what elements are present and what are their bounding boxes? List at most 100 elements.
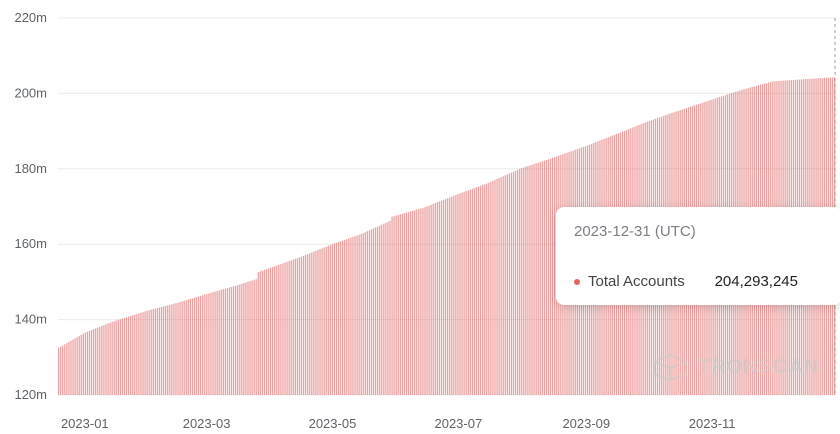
bar[interactable]: [418, 209, 420, 395]
bar[interactable]: [551, 157, 554, 395]
bar[interactable]: [117, 319, 119, 395]
bar[interactable]: [60, 346, 62, 395]
bar[interactable]: [523, 167, 525, 395]
bar[interactable]: [362, 233, 364, 395]
bar[interactable]: [313, 251, 315, 395]
bar[interactable]: [253, 279, 255, 395]
bar[interactable]: [525, 166, 527, 395]
bar[interactable]: [504, 175, 506, 395]
bar[interactable]: [438, 201, 441, 395]
bar[interactable]: [490, 181, 492, 395]
bar[interactable]: [216, 291, 218, 395]
bar[interactable]: [187, 299, 189, 395]
bar[interactable]: [171, 304, 173, 395]
bar[interactable]: [298, 257, 301, 395]
bar[interactable]: [222, 289, 224, 395]
bar[interactable]: [179, 302, 181, 395]
bar[interactable]: [300, 256, 303, 395]
bar[interactable]: [405, 212, 408, 395]
bar[interactable]: [366, 231, 369, 395]
bar[interactable]: [167, 305, 169, 395]
bar[interactable]: [175, 303, 177, 395]
bar[interactable]: [391, 216, 393, 395]
bar[interactable]: [72, 339, 74, 395]
bar[interactable]: [516, 169, 519, 395]
bar[interactable]: [173, 303, 175, 395]
bar[interactable]: [374, 227, 377, 395]
bar[interactable]: [195, 297, 198, 395]
bar[interactable]: [440, 200, 443, 395]
bar[interactable]: [101, 325, 103, 395]
bar[interactable]: [323, 247, 325, 396]
bar[interactable]: [144, 311, 146, 395]
bar[interactable]: [436, 202, 438, 395]
bar[interactable]: [148, 310, 150, 395]
bar[interactable]: [426, 206, 428, 395]
bar[interactable]: [554, 157, 556, 395]
bar[interactable]: [138, 313, 140, 395]
bar[interactable]: [257, 272, 259, 395]
bar[interactable]: [247, 281, 249, 395]
bar[interactable]: [226, 288, 229, 395]
bar[interactable]: [230, 286, 233, 395]
bar[interactable]: [105, 324, 107, 395]
bar[interactable]: [492, 180, 494, 395]
bar[interactable]: [319, 249, 321, 395]
bar[interactable]: [416, 209, 418, 395]
bar[interactable]: [267, 268, 270, 395]
bar[interactable]: [541, 161, 543, 395]
bar[interactable]: [169, 304, 171, 395]
bar[interactable]: [512, 171, 515, 395]
bar[interactable]: [475, 187, 478, 395]
bar[interactable]: [88, 330, 91, 395]
bar[interactable]: [379, 225, 381, 395]
bar[interactable]: [177, 302, 179, 395]
bar[interactable]: [333, 243, 336, 395]
bar[interactable]: [364, 232, 366, 395]
bar[interactable]: [214, 291, 216, 395]
bar[interactable]: [208, 293, 210, 395]
bar[interactable]: [269, 267, 272, 395]
bar[interactable]: [403, 213, 406, 395]
bar[interactable]: [302, 255, 305, 395]
bar[interactable]: [121, 318, 124, 395]
bar[interactable]: [461, 192, 463, 395]
bar[interactable]: [204, 294, 206, 395]
bar[interactable]: [97, 327, 99, 395]
bar[interactable]: [76, 337, 78, 395]
bar[interactable]: [193, 297, 196, 395]
bar[interactable]: [251, 280, 253, 395]
bar[interactable]: [339, 241, 342, 395]
bar[interactable]: [385, 222, 387, 395]
bar[interactable]: [134, 314, 136, 395]
bar[interactable]: [113, 321, 115, 395]
bar[interactable]: [469, 189, 471, 395]
bar[interactable]: [90, 329, 93, 395]
bar[interactable]: [200, 295, 202, 395]
bar[interactable]: [377, 226, 379, 395]
bar[interactable]: [263, 269, 266, 395]
bar[interactable]: [325, 246, 327, 395]
bar[interactable]: [543, 160, 546, 395]
bar[interactable]: [136, 314, 138, 395]
bar[interactable]: [399, 214, 401, 395]
bar[interactable]: [99, 326, 101, 395]
bar[interactable]: [243, 283, 245, 395]
bar[interactable]: [387, 221, 389, 395]
bar[interactable]: [508, 173, 511, 396]
bar[interactable]: [286, 261, 288, 395]
bar[interactable]: [407, 211, 410, 395]
bar[interactable]: [239, 284, 241, 395]
bar[interactable]: [68, 341, 70, 395]
bar[interactable]: [158, 307, 161, 395]
bar[interactable]: [521, 168, 523, 395]
bar[interactable]: [64, 344, 66, 395]
bar[interactable]: [156, 308, 159, 395]
bar[interactable]: [442, 199, 445, 395]
bar[interactable]: [342, 240, 344, 395]
bar[interactable]: [420, 208, 422, 395]
bar[interactable]: [414, 210, 416, 395]
bar[interactable]: [292, 259, 294, 395]
bar[interactable]: [70, 340, 72, 395]
bar[interactable]: [488, 182, 490, 395]
